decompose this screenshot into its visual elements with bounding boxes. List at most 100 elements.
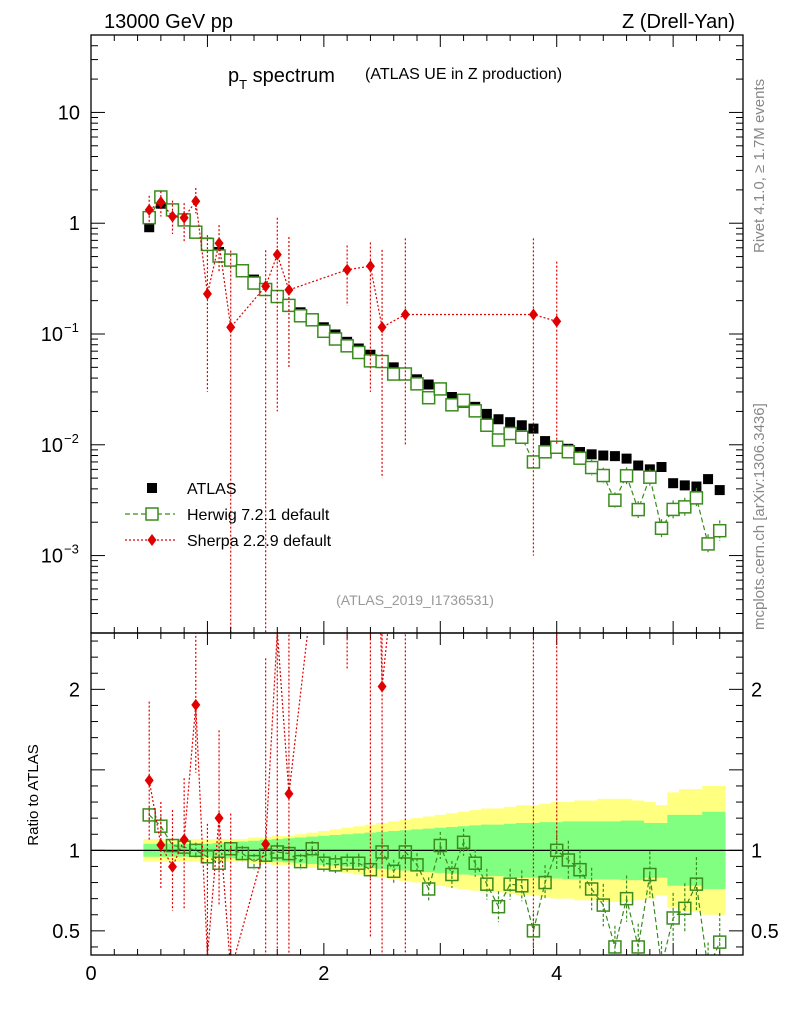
- chart-title: pT spectrum: [228, 65, 335, 92]
- legend-item-herwig: Herwig 7.2.1 default: [125, 507, 330, 524]
- herwig-ratio-point: [433, 838, 448, 853]
- x-tick-label: 4: [551, 963, 562, 985]
- herwig-ratio-point: [235, 846, 250, 861]
- herwig-point: [596, 468, 611, 483]
- y-tick-label: 0.5: [52, 921, 80, 943]
- sherpa-ratio-point: [156, 838, 166, 851]
- chart-title-rest: spectrum: [247, 65, 335, 87]
- herwig-point: [247, 276, 261, 290]
- sherpa-point: [400, 308, 410, 321]
- y-tick-label: 1: [69, 840, 80, 862]
- sherpa-point: [214, 237, 224, 250]
- atlas-point: [703, 474, 714, 485]
- legend-item-atlas: ATLAS: [147, 481, 237, 498]
- herwig-point: [386, 367, 401, 381]
- herwig-ratio-point: [678, 901, 692, 916]
- herwig-point: [340, 339, 354, 353]
- ratio-data: [91, 633, 743, 975]
- sherpa-ratio-point: [377, 680, 387, 693]
- herwig-ratio-point: [386, 864, 401, 879]
- chart-title-main: p: [228, 65, 239, 87]
- herwig-point: [410, 377, 424, 391]
- herwig-point: [678, 500, 692, 514]
- sherpa-point: [226, 321, 236, 334]
- atlas-point: [540, 436, 551, 447]
- atlas-point: [144, 222, 155, 233]
- herwig-point: [526, 455, 541, 469]
- y-tick-label: 10: [41, 435, 63, 457]
- herwig-point: [433, 382, 448, 396]
- y-tick-label-exponent: −3: [64, 542, 79, 557]
- herwig-point: [515, 430, 529, 444]
- chart-title-sub: T: [239, 77, 247, 92]
- herwig-point: [468, 404, 482, 418]
- herwig-point: [456, 393, 471, 408]
- y-tick-label: 1: [69, 213, 80, 235]
- herwig-ratio-point: [293, 854, 308, 869]
- sherpa-point: [342, 263, 352, 276]
- herwig-ratio-line: [148, 814, 721, 955]
- sherpa-ratio-point: [261, 838, 271, 851]
- sherpa-point: [168, 210, 177, 223]
- herwig-point: [445, 398, 459, 412]
- y-tick-label: 10: [41, 324, 63, 346]
- x-axis-labels: 0 2 4: [85, 963, 562, 985]
- herwig-point: [619, 469, 634, 483]
- herwig-ratio-point: [561, 853, 576, 867]
- herwig-ratio-point: [305, 841, 319, 856]
- atlas-point: [656, 462, 667, 473]
- herwig-ratio-point: [656, 960, 668, 972]
- sherpa-ratio-point: [168, 860, 177, 873]
- legend-item-sherpa: Sherpa 2.2.9 default: [125, 533, 332, 550]
- herwig-ratio-point: [398, 845, 413, 859]
- legend-marker-sherpa: [147, 534, 157, 546]
- herwig-ratio-point: [666, 911, 680, 925]
- sherpa-point: [365, 260, 375, 273]
- y-tick-label: 10: [41, 546, 63, 568]
- herwig-ratio-point: [480, 877, 494, 891]
- herwig-point: [561, 445, 576, 459]
- atlas-point: [481, 408, 492, 419]
- y-tick-label-right: 1: [751, 840, 762, 862]
- y-tick-label: 2: [69, 679, 80, 701]
- sherpa-point: [202, 287, 212, 300]
- herwig-point: [328, 332, 343, 346]
- atlas-point: [668, 478, 679, 489]
- atlas-point: [493, 414, 504, 425]
- atlas-point: [609, 451, 620, 462]
- herwig-ratio-point: [421, 882, 436, 896]
- herwig-ratio-point: [142, 808, 156, 822]
- herwig-ratio-point: [456, 835, 471, 850]
- herwig-ratio-point: [515, 879, 529, 893]
- herwig-point: [293, 309, 308, 323]
- ratio-panel: 2 2 1 1 0.5 0.5: [52, 632, 779, 975]
- sherpa-point: [179, 211, 189, 224]
- herwig-ratio-point: [702, 963, 714, 975]
- herwig-point: [573, 451, 587, 465]
- sherpa-point: [284, 283, 294, 296]
- herwig-point: [538, 445, 552, 459]
- sherpa-point: [156, 196, 166, 209]
- source-label: mcplots.cern.ch [arXiv:1306.3436]: [751, 403, 768, 630]
- y-tick-label-exponent: −1: [64, 320, 79, 335]
- x-tick-label: 2: [318, 963, 329, 985]
- y-tick-label-right: 0.5: [751, 921, 779, 943]
- atlas-point: [446, 391, 457, 402]
- herwig-point: [480, 418, 494, 432]
- atlas-point: [598, 450, 609, 461]
- herwig-point: [712, 523, 727, 538]
- atlas-point: [679, 480, 690, 491]
- herwig-ratio-point: [526, 924, 541, 938]
- herwig-ratio-point: [712, 935, 727, 949]
- herwig-point: [235, 263, 250, 278]
- herwig-point: [584, 460, 599, 475]
- herwig-point: [375, 354, 389, 369]
- main-data: [142, 187, 727, 633]
- atlas-point: [528, 423, 539, 434]
- legend-label: Sherpa 2.2.9 default: [187, 533, 332, 550]
- herwig-point: [317, 324, 331, 339]
- herwig-ratio-point: [468, 856, 482, 870]
- atlas-point: [423, 379, 434, 390]
